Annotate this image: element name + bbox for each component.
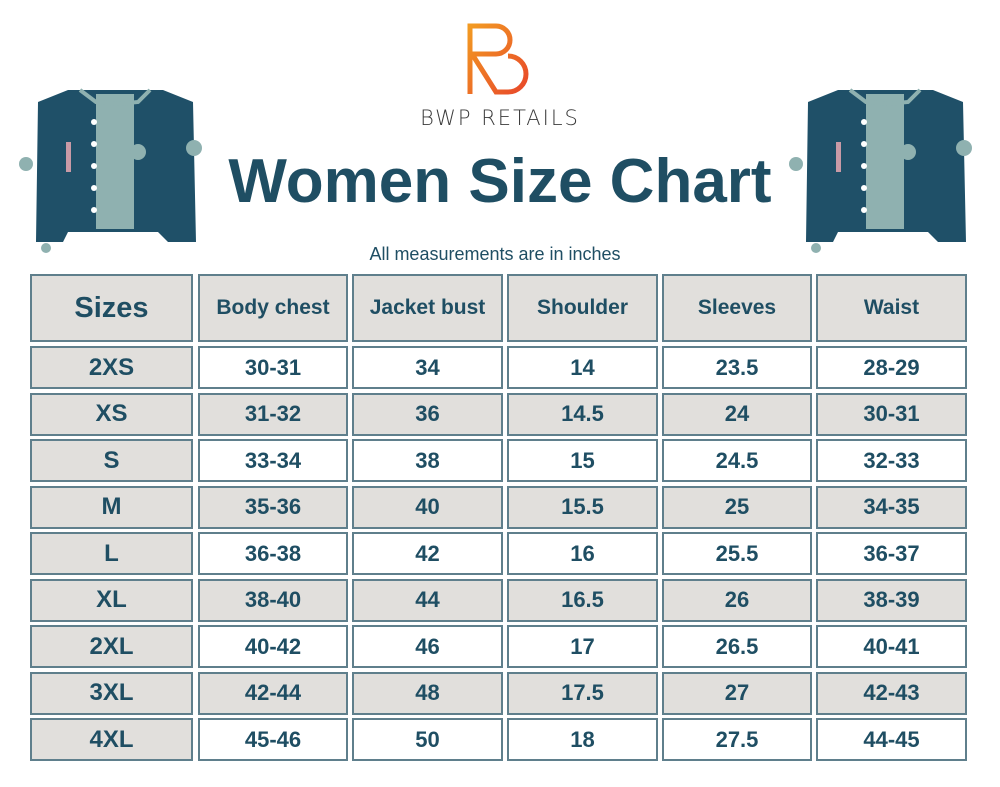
table-cell: 35-36 bbox=[198, 485, 348, 529]
table-cell: 31-32 bbox=[198, 392, 348, 436]
size-label: 2XS bbox=[30, 346, 193, 389]
column-header: Waist bbox=[816, 274, 967, 342]
brand-name: BWP RETAILS bbox=[420, 106, 580, 130]
table-cell: 34-35 bbox=[816, 485, 967, 529]
table-cell: 25.5 bbox=[662, 532, 812, 575]
table-cell: 45-46 bbox=[198, 718, 348, 761]
table-cell: 48 bbox=[352, 671, 503, 715]
table-cell: 44 bbox=[352, 578, 503, 622]
table-cell: 24 bbox=[662, 392, 812, 436]
table-cell: 17.5 bbox=[507, 671, 658, 715]
table-cell: 46 bbox=[352, 625, 503, 668]
column-header: Sleeves bbox=[662, 274, 812, 342]
table-cell: 38-40 bbox=[198, 578, 348, 622]
jacket-illustration-right bbox=[789, 88, 972, 253]
brand-logo bbox=[467, 23, 529, 95]
table-cell: 14.5 bbox=[507, 392, 658, 436]
table-cell: 27 bbox=[662, 671, 812, 715]
table-cell: 15 bbox=[507, 439, 658, 482]
table-cell: 36 bbox=[352, 392, 503, 436]
table-cell: 28-29 bbox=[816, 346, 967, 389]
table-cell: 14 bbox=[507, 346, 658, 389]
table-cell: 36-37 bbox=[816, 532, 967, 575]
size-label: 2XL bbox=[30, 625, 193, 668]
column-header: Shoulder bbox=[507, 274, 658, 342]
size-label: XS bbox=[30, 392, 193, 436]
table-cell: 26.5 bbox=[662, 625, 812, 668]
size-label: M bbox=[30, 485, 193, 529]
table-cell: 15.5 bbox=[507, 485, 658, 529]
page-title: Women Size Chart bbox=[228, 147, 772, 216]
table-cell: 30-31 bbox=[198, 346, 348, 389]
table-cell: 17 bbox=[507, 625, 658, 668]
size-label: XL bbox=[30, 578, 193, 622]
table-cell: 23.5 bbox=[662, 346, 812, 389]
column-header: Jacket bust bbox=[352, 274, 503, 342]
table-cell: 40-42 bbox=[198, 625, 348, 668]
table-cell: 25 bbox=[662, 485, 812, 529]
table-cell: 40-41 bbox=[816, 625, 967, 668]
table-cell: 33-34 bbox=[198, 439, 348, 482]
table-cell: 16 bbox=[507, 532, 658, 575]
subtitle: All measurements are in inches bbox=[369, 244, 621, 264]
table-cell: 32-33 bbox=[816, 439, 967, 482]
table-cell: 24.5 bbox=[662, 439, 812, 482]
table-cell: 34 bbox=[352, 346, 503, 389]
table-cell: 38-39 bbox=[816, 578, 967, 622]
size-label: S bbox=[30, 439, 193, 482]
jacket-illustration-left bbox=[19, 88, 202, 253]
table-cell: 44-45 bbox=[816, 718, 967, 761]
table-cell: 36-38 bbox=[198, 532, 348, 575]
size-label: 3XL bbox=[30, 671, 193, 715]
table-cell: 16.5 bbox=[507, 578, 658, 622]
table-cell: 18 bbox=[507, 718, 658, 761]
table-cell: 42-44 bbox=[198, 671, 348, 715]
table-cell: 27.5 bbox=[662, 718, 812, 761]
size-label: L bbox=[30, 532, 193, 575]
table-cell: 42-43 bbox=[816, 671, 967, 715]
table-cell: 50 bbox=[352, 718, 503, 761]
column-header: Sizes bbox=[30, 274, 193, 342]
table-cell: 40 bbox=[352, 485, 503, 529]
table-cell: 38 bbox=[352, 439, 503, 482]
table-cell: 26 bbox=[662, 578, 812, 622]
table-cell: 30-31 bbox=[816, 392, 967, 436]
column-header: Body chest bbox=[198, 274, 348, 342]
size-label: 4XL bbox=[30, 718, 193, 761]
table-cell: 42 bbox=[352, 532, 503, 575]
